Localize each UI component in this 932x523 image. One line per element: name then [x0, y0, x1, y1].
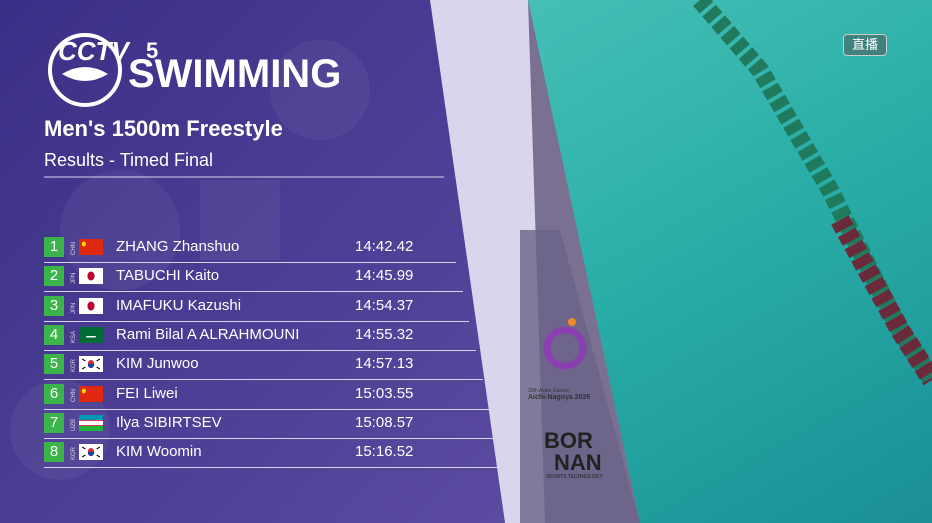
flag-icon	[79, 385, 103, 402]
country-code: KSA	[71, 330, 77, 343]
result-time: 14:55.32	[355, 325, 414, 343]
flag-icon	[79, 239, 103, 255]
athlete-name: TABUCHI Kaito	[116, 267, 220, 285]
country-code: KOR	[71, 359, 77, 373]
rank-badge: 8	[44, 442, 64, 463]
live-badge: 直播	[843, 34, 887, 56]
row-divider	[44, 379, 483, 381]
row-divider	[44, 349, 477, 351]
country-code: CHN	[71, 242, 77, 255]
flag	[79, 414, 103, 436]
flag	[79, 326, 103, 348]
flag-icon	[79, 444, 103, 461]
result-time: 15:03.55	[355, 384, 414, 402]
athlete-name: Ilya SIBIRTSEV	[116, 413, 222, 431]
athlete-name: KIM Junwoo	[116, 355, 199, 373]
rank-badge: 7	[44, 412, 64, 433]
result-time: 14:57.13	[355, 355, 414, 373]
country-code: JPN	[71, 272, 77, 285]
athlete-name: FEI Liwei	[116, 384, 178, 402]
tech-logo-line2: NAN	[554, 450, 602, 475]
result-time: 14:45.99	[355, 267, 414, 285]
row-divider	[44, 437, 497, 439]
row-divider	[44, 291, 463, 293]
country-code: KOR	[71, 447, 77, 461]
athlete-name: ZHANG Zhanshuo	[116, 238, 240, 255]
flag	[79, 444, 103, 465]
rank-badge: 2	[44, 266, 64, 287]
flag-icon	[79, 268, 103, 285]
channel-number: 5	[146, 38, 159, 63]
tech-logo-line1: BOR	[544, 428, 593, 453]
flag-icon	[79, 356, 103, 373]
rank-badge: 1	[44, 237, 64, 257]
rank-badge: 3	[44, 295, 64, 316]
athlete-name: IMAFUKU Kazushi	[116, 296, 242, 314]
sport-title: SWIMMING	[128, 52, 342, 96]
result-time: 14:54.37	[355, 296, 414, 314]
country-code: CHN	[71, 388, 77, 402]
flag	[79, 297, 103, 319]
flag-icon	[79, 297, 103, 314]
flag	[79, 385, 103, 407]
channel-logo: CCTV	[58, 36, 129, 66]
rank-badge: 4	[44, 324, 64, 345]
row-divider	[44, 467, 503, 469]
event-subtitle: Results - Timed Final	[44, 150, 214, 170]
games-line2: Aichi-Nagoya 2026	[528, 394, 591, 401]
games-line1: 20th Asian Games	[528, 388, 569, 394]
event-title: Men's 1500m Freestyle	[44, 116, 283, 141]
flag	[79, 268, 103, 289]
tech-logo-line3: SPORTS TECHNOLOGY	[546, 474, 603, 480]
flag	[79, 356, 103, 377]
athlete-name: Rami Bilal A ALRAHMOUNI	[116, 325, 300, 343]
row-divider	[44, 408, 490, 410]
flag-icon	[79, 326, 103, 343]
result-time: 15:08.57	[355, 413, 414, 431]
country-code: JPN	[71, 302, 77, 314]
rank-badge: 6	[44, 383, 64, 404]
rank-badge: 5	[44, 354, 64, 375]
row-divider	[44, 262, 456, 263]
flag	[79, 239, 103, 260]
athlete-name: KIM Woomin	[116, 443, 202, 461]
flag-icon	[79, 414, 103, 431]
row-divider	[44, 320, 470, 322]
country-code: UZB	[71, 418, 77, 431]
result-time: 14:42.42	[355, 238, 414, 255]
result-time: 15:16.52	[355, 443, 414, 461]
